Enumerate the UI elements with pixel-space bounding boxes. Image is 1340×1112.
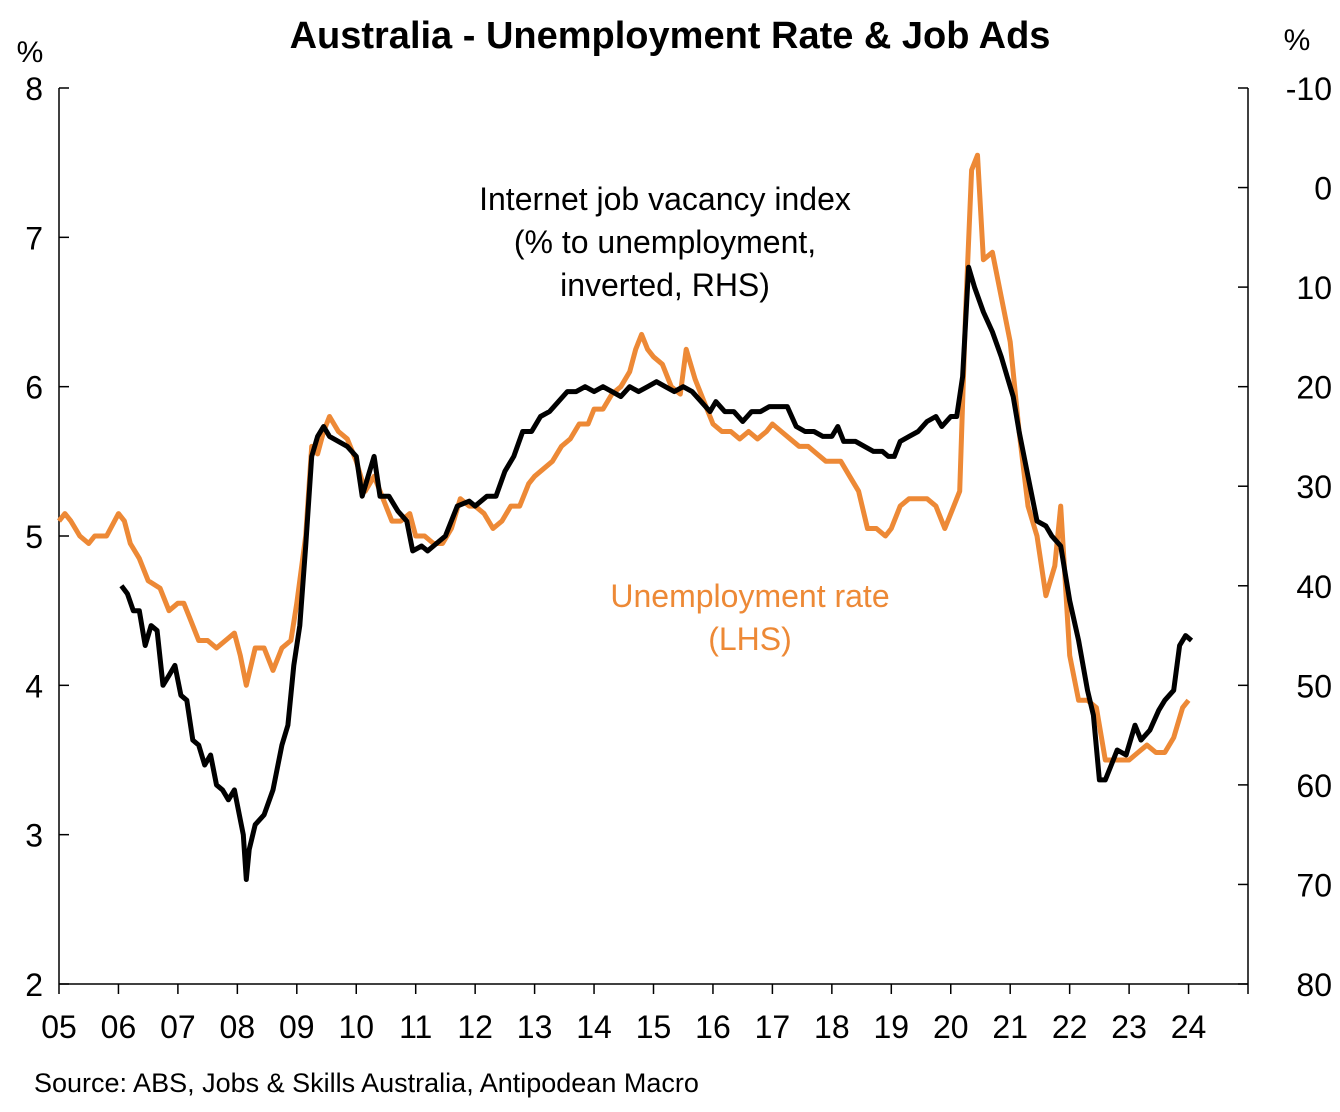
unemployment-annotation-line-1: Unemployment rate [610, 578, 889, 614]
unemployment-rate-line [57, 152, 1191, 763]
x-tick-label: 20 [933, 1009, 969, 1045]
right-tick-label: 60 [1296, 768, 1332, 804]
right-tick-label: 0 [1314, 171, 1332, 207]
chart-title: Australia - Unemployment Rate & Job Ads [290, 15, 1051, 57]
x-tick-label: 22 [1052, 1009, 1088, 1045]
left-tick-label: 4 [25, 668, 43, 704]
x-tick-label: 07 [160, 1009, 196, 1045]
x-tick-label: 10 [338, 1009, 374, 1045]
left-tick-label: 3 [25, 818, 43, 854]
x-tick-label: 13 [517, 1009, 553, 1045]
x-tick-label: 12 [457, 1009, 493, 1045]
right-tick-label: 50 [1296, 668, 1332, 704]
right-tick-label: 20 [1296, 370, 1332, 406]
x-tick-label: 24 [1171, 1009, 1207, 1045]
x-tick-label: 14 [576, 1009, 612, 1045]
x-tick-label: 15 [636, 1009, 672, 1045]
right-axis-ticks: -10 0 10 20 30 40 50 60 70 80 [1238, 71, 1332, 1003]
job-ads-annotation-line-3: inverted, RHS) [560, 267, 770, 303]
right-tick-label: -10 [1286, 71, 1332, 107]
axes [58, 88, 1249, 985]
left-axis-ticks: 2 3 4 5 6 7 8 [25, 71, 69, 1003]
right-tick-label: 10 [1296, 270, 1332, 306]
x-tick-label: 21 [992, 1009, 1028, 1045]
x-tick-label: 17 [755, 1009, 791, 1045]
x-tick-label: 08 [220, 1009, 256, 1045]
right-axis-unit: % [1284, 24, 1311, 57]
left-tick-label: 7 [25, 220, 43, 256]
left-axis-unit: % [17, 36, 44, 69]
x-tick-label: 05 [41, 1009, 77, 1045]
x-tick-label: 19 [874, 1009, 910, 1045]
right-tick-label: 80 [1296, 967, 1332, 1003]
left-tick-label: 6 [25, 370, 43, 406]
unemployment-annotation-line-2: (LHS) [708, 621, 792, 657]
right-tick-label: 70 [1296, 867, 1332, 903]
x-tick-label: 16 [695, 1009, 731, 1045]
right-tick-label: 30 [1296, 469, 1332, 505]
job-ads-annotation: Internet job vacancy index (% to unemplo… [479, 181, 851, 303]
x-tick-label: 18 [814, 1009, 850, 1045]
x-tick-label: 11 [399, 1009, 432, 1045]
left-tick-label: 5 [25, 519, 43, 555]
job-ads-annotation-line-1: Internet job vacancy index [479, 181, 851, 217]
x-axis-ticks: 05 06 07 08 09 10 11 12 13 14 15 16 17 18 19 20 21 22 23 24 [41, 984, 1249, 1045]
left-tick-label: 2 [25, 967, 43, 1003]
job-vacancy-index-line [119, 264, 1194, 882]
unemployment-annotation: Unemployment rate (LHS) [610, 578, 889, 657]
x-tick-label: 09 [279, 1009, 315, 1045]
job-ads-annotation-line-2: (% to unemployment, [514, 224, 816, 260]
x-tick-label: 23 [1111, 1009, 1147, 1045]
x-tick-label: 06 [101, 1009, 137, 1045]
right-tick-label: 40 [1296, 569, 1332, 605]
left-tick-label: 8 [25, 71, 43, 107]
source-note: Source: ABS, Jobs & Skills Australia, An… [34, 1068, 699, 1098]
